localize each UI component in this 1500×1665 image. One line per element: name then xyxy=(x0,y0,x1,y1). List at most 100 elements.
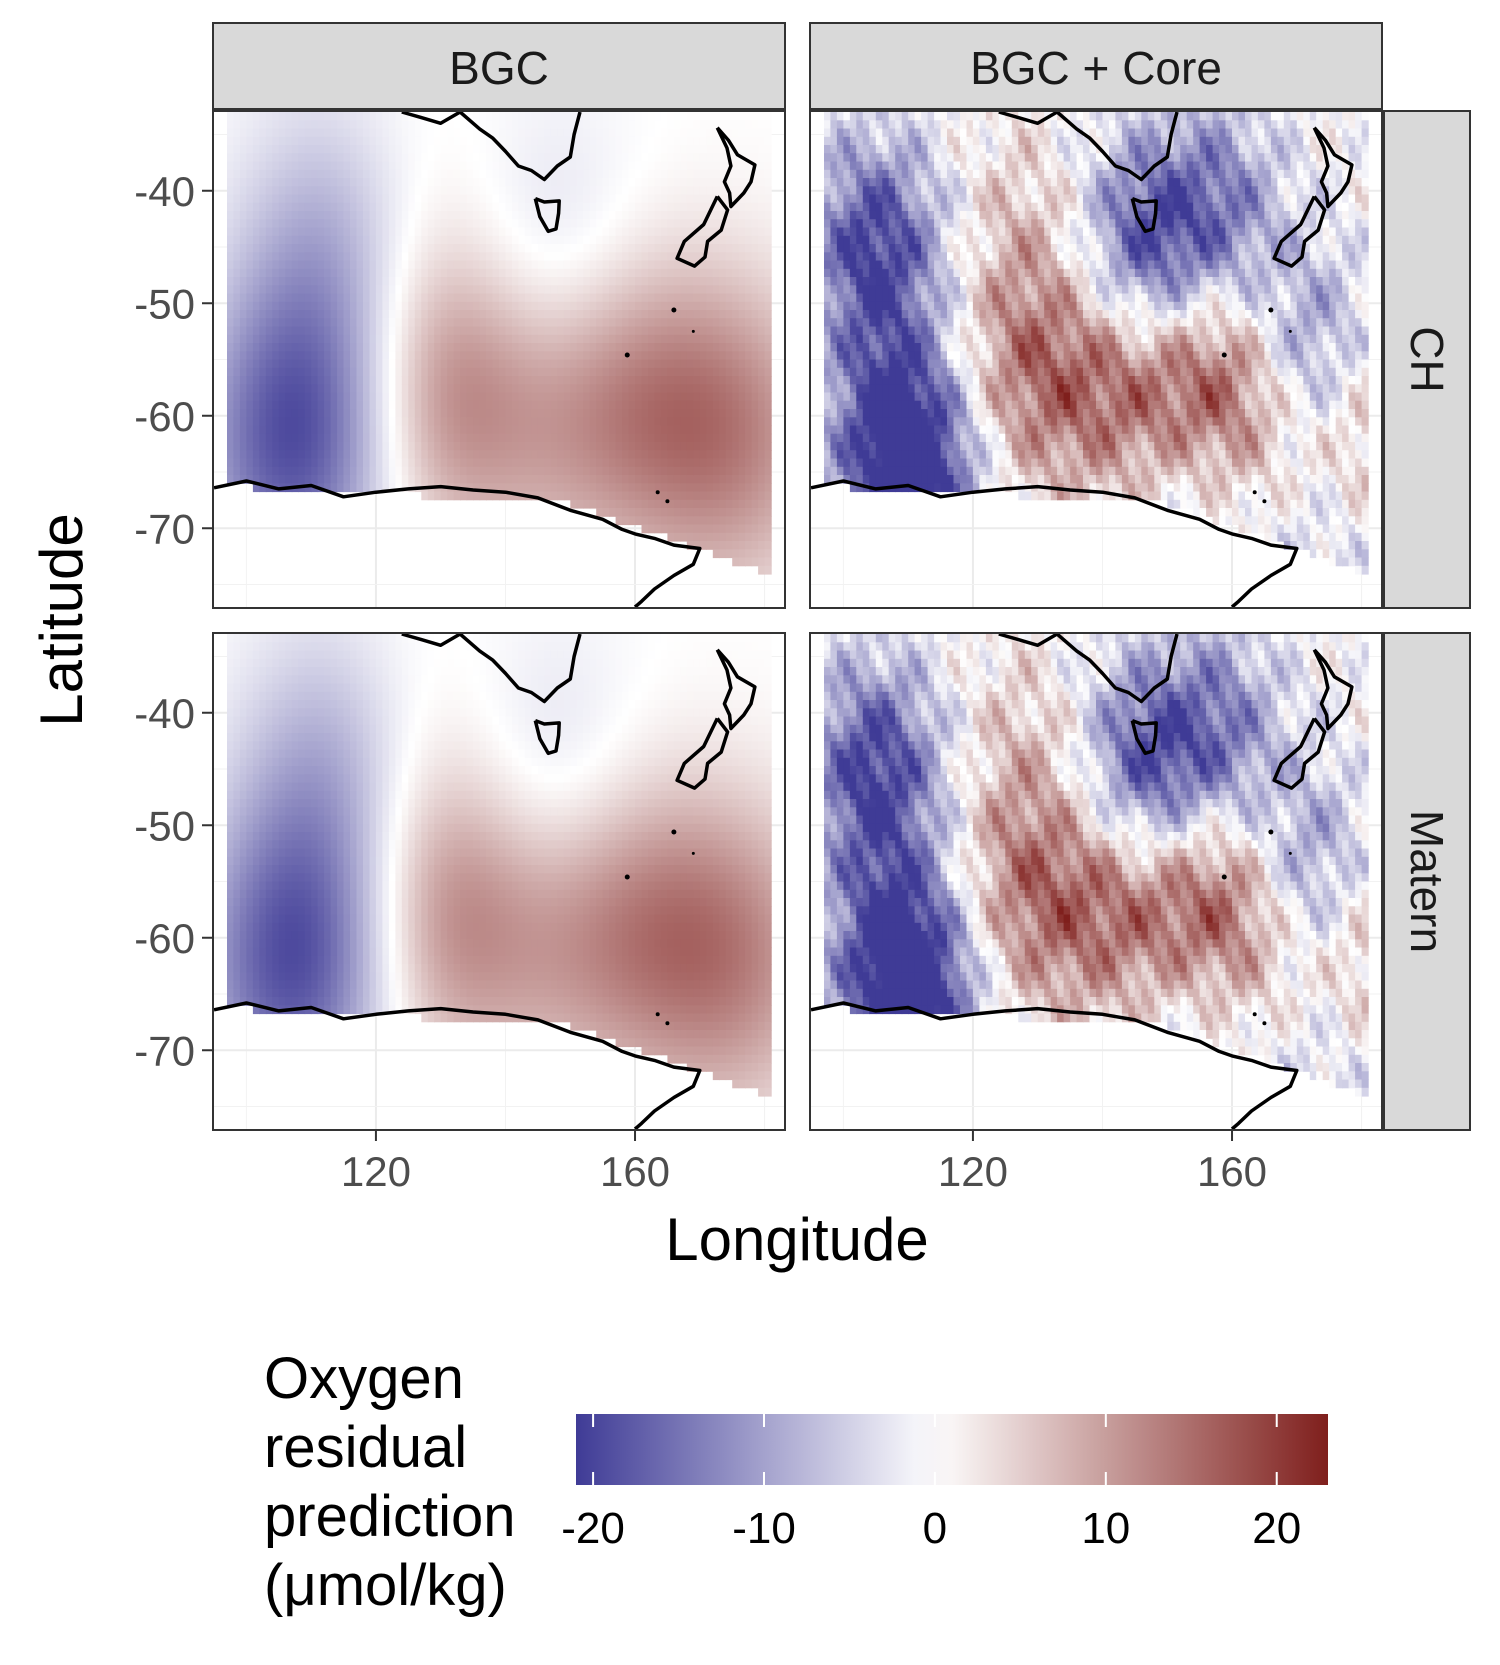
heatmap-cell xyxy=(738,301,746,311)
heatmap-cell xyxy=(304,128,312,138)
heatmap-cell xyxy=(492,260,500,270)
heatmap-cell xyxy=(921,318,929,327)
heatmap-cell xyxy=(706,458,714,468)
heatmap-cell xyxy=(414,392,422,402)
heatmap-cell xyxy=(531,425,539,435)
heatmap-cell xyxy=(927,392,935,402)
heatmap-cell xyxy=(693,169,701,179)
heatmap-cell xyxy=(719,400,727,410)
heatmap-cell xyxy=(356,417,364,427)
heatmap-cell xyxy=(927,194,935,204)
heatmap-cell xyxy=(934,458,942,468)
heatmap-cell xyxy=(667,532,675,542)
heatmap-cell xyxy=(693,466,701,476)
heatmap-cell xyxy=(686,326,694,336)
heatmap-cell xyxy=(732,277,740,286)
heatmap-cell xyxy=(440,285,448,295)
heatmap-cell xyxy=(635,318,643,327)
heatmap-cell xyxy=(479,211,487,220)
heatmap-cell xyxy=(712,120,720,130)
heatmap-cell xyxy=(576,433,584,443)
heatmap-cell xyxy=(518,359,526,369)
heatmap-cell xyxy=(680,491,688,501)
heatmap-cell xyxy=(732,301,740,311)
heatmap-cell xyxy=(934,145,942,154)
heatmap-cell xyxy=(473,128,481,138)
heatmap-cell xyxy=(622,442,630,451)
heatmap-cell xyxy=(914,310,922,319)
heatmap-cell xyxy=(843,268,851,278)
heatmap-cell xyxy=(505,112,513,121)
heatmap-cell xyxy=(641,400,649,410)
heatmap-cell xyxy=(622,343,630,352)
heatmap-cell xyxy=(570,318,578,327)
heatmap-cell xyxy=(628,508,636,517)
heatmap-cell xyxy=(901,153,909,162)
heatmap-cell xyxy=(499,400,507,410)
heatmap-cell xyxy=(537,392,545,402)
heatmap-cell xyxy=(758,508,766,517)
heatmap-cell xyxy=(512,293,520,303)
heatmap-cell xyxy=(343,343,351,352)
heatmap-cell xyxy=(940,285,948,295)
heatmap-cell xyxy=(732,310,740,319)
heatmap-cell xyxy=(635,161,643,171)
heatmap-cell xyxy=(830,235,838,245)
heatmap-cell xyxy=(252,433,260,443)
heatmap-cell xyxy=(363,475,371,484)
heatmap-cell xyxy=(934,400,942,410)
heatmap-cell xyxy=(330,351,338,361)
heatmap-cell xyxy=(440,219,448,228)
heatmap-cell xyxy=(641,128,649,138)
heatmap-cell xyxy=(745,508,753,517)
heatmap-cell xyxy=(304,211,312,220)
heatmap-cell xyxy=(738,318,746,327)
heatmap-cell xyxy=(751,376,759,385)
heatmap-cell xyxy=(427,186,435,196)
heatmap-cell xyxy=(227,417,235,427)
heatmap-cell xyxy=(615,235,623,245)
heatmap-cell xyxy=(440,466,448,476)
heatmap-cell xyxy=(265,301,273,311)
heatmap-cell xyxy=(628,343,636,352)
heatmap-cell xyxy=(291,301,299,311)
heatmap-cell xyxy=(596,483,604,493)
heatmap-cell xyxy=(856,219,864,228)
heatmap-cell xyxy=(751,367,759,377)
heatmap-cell xyxy=(882,433,890,443)
heatmap-cell xyxy=(758,516,766,526)
heatmap-cell xyxy=(576,326,584,336)
heatmap-cell xyxy=(570,409,578,418)
heatmap-cell xyxy=(667,120,675,130)
heatmap-cell xyxy=(421,334,429,344)
heatmap-cell xyxy=(732,392,740,402)
heatmap-cell xyxy=(589,359,597,369)
heatmap-cell xyxy=(544,376,552,385)
heatmap-cell xyxy=(609,491,617,501)
heatmap-cell xyxy=(512,178,520,187)
heatmap-cell xyxy=(830,136,838,146)
heatmap-cell xyxy=(395,376,403,385)
heatmap-cell xyxy=(719,541,727,550)
heatmap-cell xyxy=(940,186,948,196)
heatmap-cell xyxy=(479,186,487,196)
heatmap-cell xyxy=(693,161,701,171)
heatmap-cell xyxy=(375,227,383,237)
heatmap-cell xyxy=(388,235,396,245)
heatmap-cell xyxy=(499,310,507,319)
heatmap-cell xyxy=(843,235,851,245)
heatmap-cell xyxy=(401,417,409,427)
heatmap-cell xyxy=(537,145,545,154)
heatmap-cell xyxy=(921,376,929,385)
heatmap-cell xyxy=(921,417,929,427)
heatmap-cell xyxy=(836,367,844,377)
heatmap-cell xyxy=(466,112,474,121)
heatmap-cell xyxy=(544,277,552,286)
heatmap-cell xyxy=(641,450,649,459)
heatmap-cell xyxy=(927,202,935,212)
heatmap-cell xyxy=(602,458,610,468)
heatmap-cell xyxy=(440,384,448,394)
heatmap-cell xyxy=(947,145,955,154)
heatmap-cell xyxy=(732,376,740,385)
heatmap-cell xyxy=(375,268,383,278)
